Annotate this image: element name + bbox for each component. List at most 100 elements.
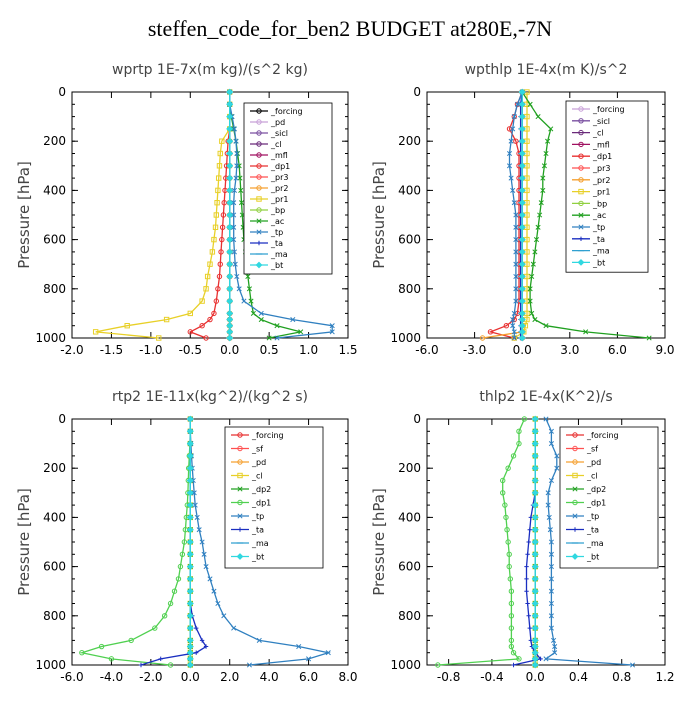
- data-point: [171, 588, 178, 594]
- data-point: [538, 200, 544, 206]
- data-point: [226, 125, 234, 133]
- data-point: [329, 323, 335, 329]
- data-point: [531, 612, 539, 620]
- data-point: [508, 613, 515, 619]
- data-point: [551, 637, 557, 643]
- data-point: [646, 335, 652, 341]
- data-point: [194, 650, 199, 655]
- legend-marker: [237, 459, 243, 465]
- legend-marker: [572, 499, 578, 506]
- data-point: [524, 564, 529, 569]
- data-point: [518, 223, 526, 231]
- legend-entry: _sicl: [250, 129, 288, 138]
- data-point: [516, 656, 522, 662]
- data-point: [511, 114, 517, 120]
- data-point: [541, 163, 547, 169]
- data-point: [518, 125, 526, 133]
- data-point: [234, 273, 240, 280]
- legend-marker: [256, 240, 262, 246]
- legend-marker: [256, 141, 262, 147]
- legend-label: _mfl: [592, 140, 610, 149]
- legend-entry: _pr1: [572, 188, 610, 197]
- data-point: [274, 335, 280, 341]
- data-point: [186, 587, 194, 595]
- data-point: [186, 526, 194, 534]
- legend-label: _ta: [592, 235, 605, 244]
- x-tick-label: 1.2: [655, 670, 674, 684]
- data-point: [524, 576, 529, 582]
- legend-marker: [578, 188, 584, 195]
- data-point: [531, 427, 539, 435]
- data-point: [216, 163, 223, 169]
- data-point: [518, 328, 526, 336]
- legend-label: _pr3: [592, 164, 610, 173]
- data-point: [516, 440, 522, 447]
- data-point: [226, 316, 234, 323]
- legend-entry: _ma: [231, 539, 269, 548]
- y-tick-label: 200: [43, 134, 66, 148]
- legend-marker: [572, 486, 578, 492]
- legend-marker: [237, 527, 243, 532]
- data-point: [511, 335, 517, 341]
- data-point: [508, 643, 515, 650]
- data-point: [98, 643, 105, 650]
- data-point: [186, 415, 194, 423]
- legend-marker: [256, 174, 262, 180]
- data-point: [543, 323, 549, 329]
- legend-label: _sicl: [592, 117, 610, 126]
- data-point: [156, 335, 162, 341]
- data-point: [513, 286, 519, 292]
- legend-entry: _forcing: [572, 105, 625, 114]
- data-point: [518, 309, 526, 317]
- panel-1: wprtp 1E-7x(m kg)/(s^2 kg) Pressure [hPa]…: [15, 62, 358, 357]
- data-point: [196, 527, 202, 533]
- legend-label: _ta: [251, 526, 264, 535]
- data-point: [175, 576, 182, 582]
- data-point: [325, 650, 331, 656]
- legend-label: _cl: [592, 129, 604, 138]
- series-line: [95, 92, 231, 339]
- legend-label: _bp: [270, 206, 285, 215]
- data-point: [510, 316, 516, 323]
- data-point: [250, 310, 256, 316]
- legend-entry: _pr3: [572, 164, 610, 173]
- legend-label: _forcing: [586, 431, 619, 440]
- data-point: [207, 576, 213, 582]
- legend-marker: [572, 527, 578, 532]
- data-point: [215, 286, 221, 292]
- x-tick-label: 6.0: [608, 343, 627, 357]
- legend-marker: [256, 229, 262, 235]
- legend-label: _sf: [586, 445, 598, 454]
- data-point: [245, 273, 251, 280]
- data-point: [186, 440, 194, 448]
- data-point: [540, 175, 546, 181]
- x-tick-label: -1.5: [100, 343, 123, 357]
- legend-label: _bp: [592, 199, 607, 208]
- x-tick-label: 1.0: [299, 343, 318, 357]
- legend-marker: [572, 432, 578, 438]
- data-point: [518, 322, 526, 330]
- legend-entry: _sicl: [572, 117, 610, 126]
- legend-entry: _bt: [572, 258, 605, 267]
- data-point: [518, 260, 526, 268]
- data-point: [217, 261, 223, 267]
- data-point: [226, 236, 234, 244]
- data-point: [215, 187, 221, 194]
- legend-entry: _sf: [231, 445, 263, 454]
- data-point: [186, 636, 194, 644]
- data-point: [518, 88, 526, 96]
- data-point: [186, 427, 194, 435]
- legend-entry: _cl: [566, 472, 598, 481]
- data-point: [92, 329, 99, 335]
- legend-marker: [578, 177, 584, 183]
- legend-entry: _forcing: [231, 431, 284, 440]
- data-point: [510, 323, 516, 329]
- data-point: [226, 162, 234, 170]
- data-point: [226, 186, 234, 194]
- legend-marker: [256, 218, 262, 224]
- data-point: [226, 297, 234, 305]
- data-point: [199, 539, 205, 545]
- data-point: [513, 224, 519, 230]
- legend-label: _sicl: [270, 129, 288, 138]
